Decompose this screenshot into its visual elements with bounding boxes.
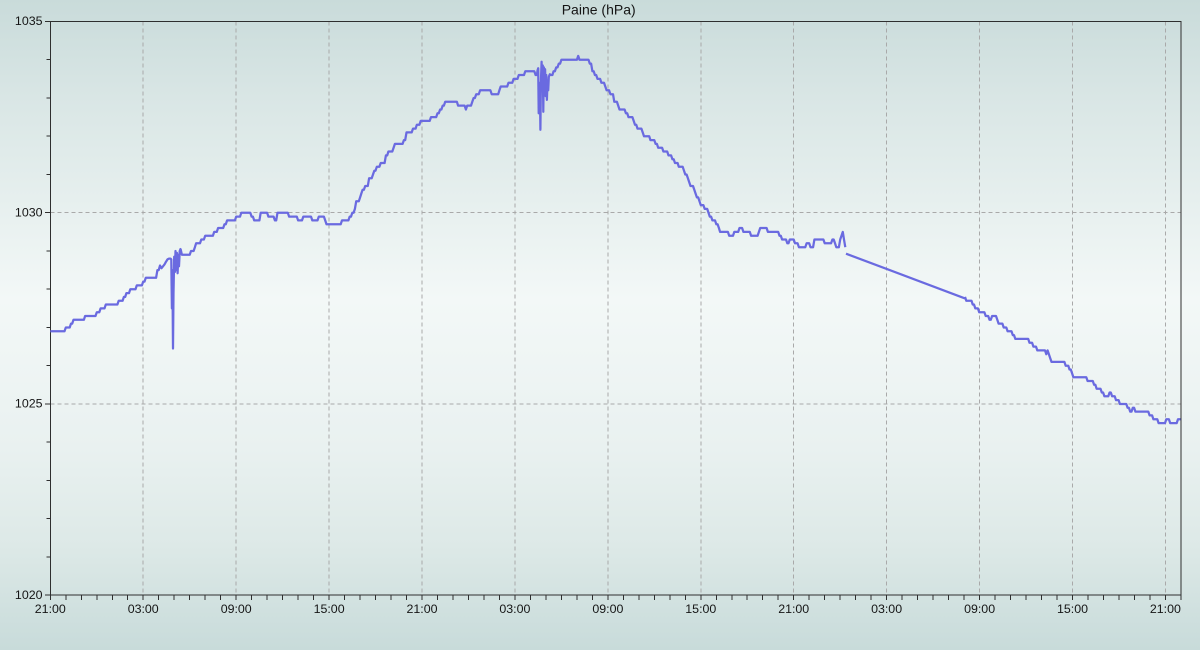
svg-text:21:00: 21:00 bbox=[35, 602, 66, 616]
svg-text:1035: 1035 bbox=[15, 14, 43, 28]
svg-text:21:00: 21:00 bbox=[406, 602, 437, 616]
svg-text:15:00: 15:00 bbox=[314, 602, 345, 616]
svg-text:03:00: 03:00 bbox=[871, 602, 902, 616]
svg-text:03:00: 03:00 bbox=[128, 602, 159, 616]
svg-text:Paine (hPa): Paine (hPa) bbox=[562, 1, 636, 17]
svg-text:09:00: 09:00 bbox=[592, 602, 623, 616]
svg-text:1020: 1020 bbox=[15, 588, 43, 602]
svg-text:03:00: 03:00 bbox=[499, 602, 530, 616]
svg-text:1025: 1025 bbox=[15, 397, 43, 411]
svg-text:09:00: 09:00 bbox=[964, 602, 995, 616]
svg-text:1030: 1030 bbox=[15, 205, 43, 219]
svg-text:09:00: 09:00 bbox=[221, 602, 252, 616]
svg-text:21:00: 21:00 bbox=[778, 602, 809, 616]
svg-text:21:00: 21:00 bbox=[1150, 602, 1181, 616]
svg-text:15:00: 15:00 bbox=[1057, 602, 1088, 616]
svg-text:15:00: 15:00 bbox=[685, 602, 716, 616]
